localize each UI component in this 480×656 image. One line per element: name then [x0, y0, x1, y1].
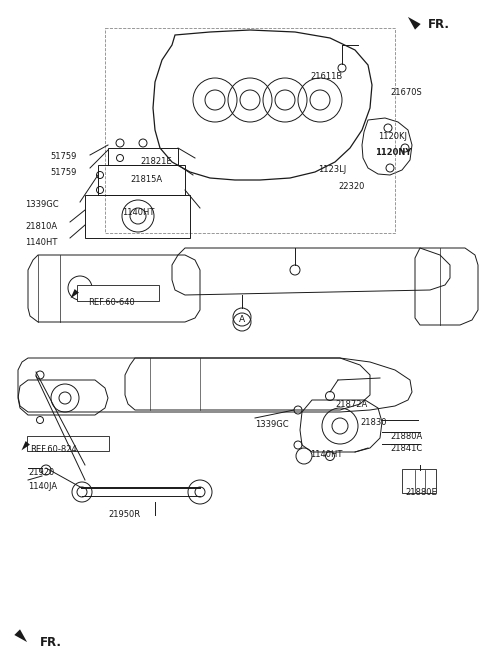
Text: 21830: 21830: [360, 418, 386, 427]
Text: 21872A: 21872A: [335, 400, 367, 409]
Polygon shape: [14, 629, 27, 642]
Text: FR.: FR.: [40, 636, 62, 649]
Text: 1140JA: 1140JA: [28, 482, 57, 491]
Text: 1339GC: 1339GC: [25, 200, 59, 209]
Text: 21810A: 21810A: [25, 222, 57, 231]
Text: 51759: 51759: [50, 152, 76, 161]
Text: 1140HT: 1140HT: [122, 208, 155, 217]
Text: 21880A: 21880A: [390, 432, 422, 441]
Text: 21611B: 21611B: [310, 72, 342, 81]
Text: A: A: [239, 315, 245, 324]
Text: 1140HT: 1140HT: [310, 450, 342, 459]
Text: REF.60-640: REF.60-640: [88, 298, 135, 307]
FancyBboxPatch shape: [77, 285, 159, 301]
Text: 21920: 21920: [28, 468, 54, 477]
Text: 1339GC: 1339GC: [255, 420, 288, 429]
Text: 22320: 22320: [338, 182, 364, 191]
Text: 21815A: 21815A: [130, 175, 162, 184]
Text: 1120NY: 1120NY: [375, 148, 411, 157]
Polygon shape: [408, 17, 420, 30]
Polygon shape: [22, 441, 30, 451]
Text: 1120KJ: 1120KJ: [378, 132, 407, 141]
FancyBboxPatch shape: [402, 469, 436, 493]
Text: FR.: FR.: [428, 18, 450, 31]
Text: 1140HT: 1140HT: [25, 238, 58, 247]
Text: 21670S: 21670S: [390, 88, 422, 97]
Text: 51759: 51759: [50, 168, 76, 177]
Text: 21880E: 21880E: [405, 488, 437, 497]
FancyBboxPatch shape: [27, 436, 109, 451]
Text: REF.60-824: REF.60-824: [30, 445, 77, 454]
Polygon shape: [71, 289, 79, 298]
Text: 21821E: 21821E: [140, 157, 172, 166]
Text: 21841C: 21841C: [390, 444, 422, 453]
Text: 1123LJ: 1123LJ: [318, 165, 346, 174]
Text: 21950R: 21950R: [108, 510, 140, 519]
